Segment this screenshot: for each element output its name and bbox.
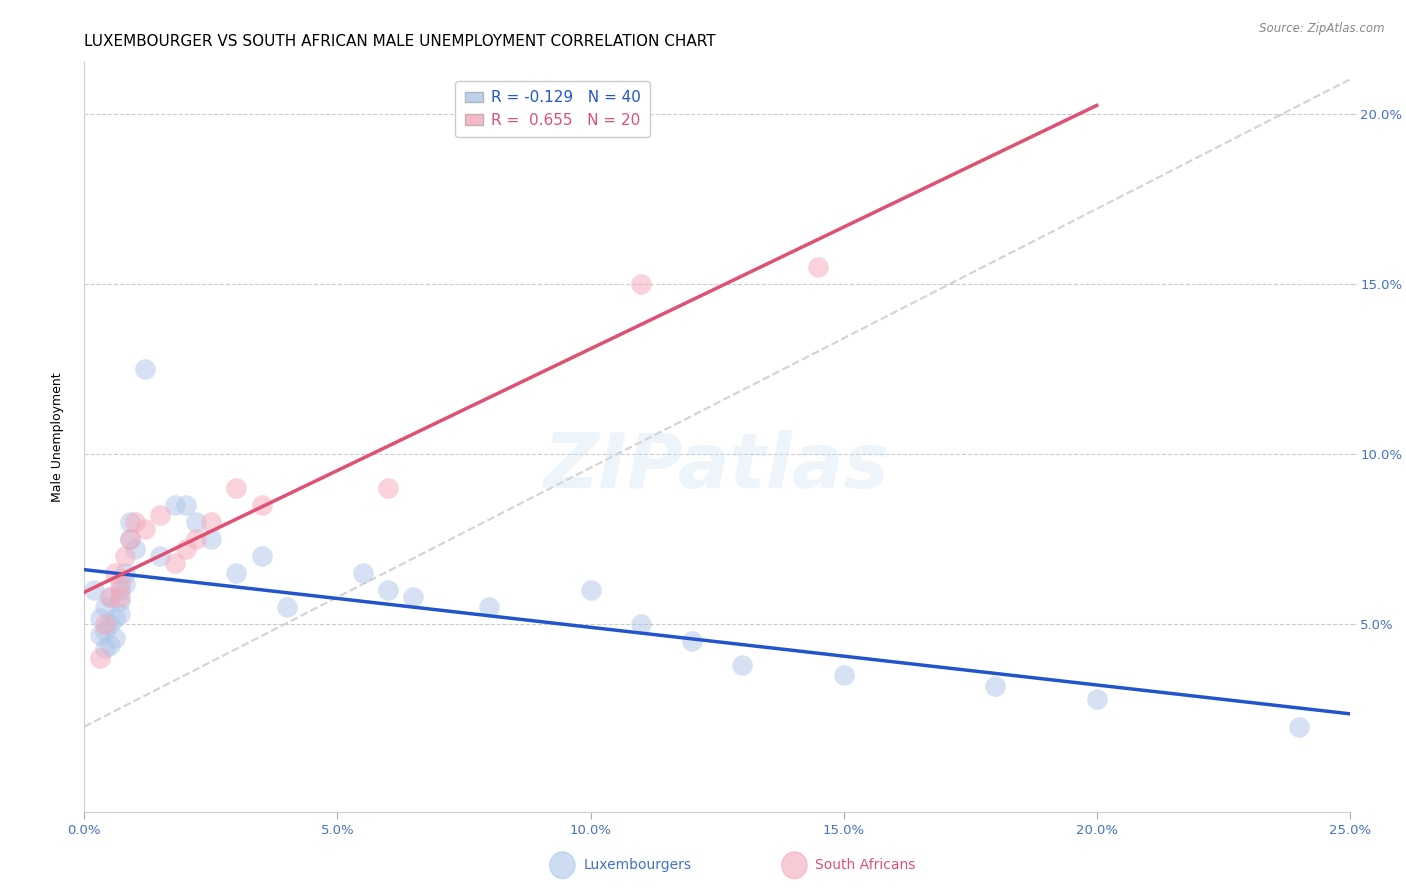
Point: [377, 583, 399, 598]
Point: [149, 508, 172, 523]
Point: [118, 533, 141, 547]
Point: [108, 583, 131, 598]
Point: [124, 515, 146, 529]
Point: [478, 600, 501, 615]
Point: [807, 260, 830, 274]
Point: [98, 590, 121, 604]
Point: [108, 593, 131, 607]
Text: Luxembourgers: Luxembourgers: [583, 858, 692, 872]
Text: Source: ZipAtlas.com: Source: ZipAtlas.com: [1260, 22, 1385, 36]
Point: [225, 481, 247, 495]
Text: ZIPatlas: ZIPatlas: [544, 430, 890, 504]
Point: [200, 533, 222, 547]
Point: [149, 549, 172, 564]
Point: [276, 600, 298, 615]
Text: South Africans: South Africans: [815, 858, 915, 872]
Point: [1085, 692, 1108, 706]
Point: [184, 515, 207, 529]
Point: [93, 600, 115, 615]
Point: [98, 638, 121, 652]
Point: [124, 542, 146, 557]
Point: [174, 542, 197, 557]
Point: [89, 627, 111, 641]
Point: [579, 583, 602, 598]
Point: [104, 610, 127, 624]
Point: [134, 522, 156, 536]
Point: [832, 668, 855, 682]
Point: [1288, 720, 1310, 734]
Point: [184, 533, 207, 547]
Point: [104, 631, 127, 645]
Y-axis label: Male Unemployment: Male Unemployment: [51, 372, 63, 502]
Point: [250, 549, 273, 564]
Legend: R = -0.129   N = 40, R =  0.655   N = 20: R = -0.129 N = 40, R = 0.655 N = 20: [456, 81, 650, 137]
Point: [377, 481, 399, 495]
Point: [118, 533, 141, 547]
Point: [225, 566, 247, 581]
Point: [352, 566, 374, 581]
Point: [731, 658, 754, 673]
Point: [98, 590, 121, 604]
Point: [984, 679, 1007, 693]
Point: [89, 610, 111, 624]
Point: [93, 641, 115, 656]
Point: [165, 556, 187, 570]
Point: [93, 624, 115, 639]
Point: [118, 515, 141, 529]
Point: [93, 617, 115, 632]
Point: [98, 617, 121, 632]
Point: [200, 515, 222, 529]
Point: [108, 590, 131, 604]
Point: [165, 498, 187, 512]
Point: [108, 576, 131, 591]
Point: [108, 607, 131, 622]
Point: [114, 566, 136, 581]
Point: [630, 617, 652, 632]
Point: [250, 498, 273, 512]
Point: [104, 566, 127, 581]
Point: [83, 583, 105, 598]
Point: [114, 549, 136, 564]
Text: LUXEMBOURGER VS SOUTH AFRICAN MALE UNEMPLOYMENT CORRELATION CHART: LUXEMBOURGER VS SOUTH AFRICAN MALE UNEMP…: [84, 34, 716, 49]
Point: [681, 634, 703, 648]
Point: [114, 576, 136, 591]
Point: [174, 498, 197, 512]
Point: [89, 651, 111, 665]
Point: [134, 362, 156, 376]
Point: [402, 590, 425, 604]
Point: [630, 277, 652, 291]
